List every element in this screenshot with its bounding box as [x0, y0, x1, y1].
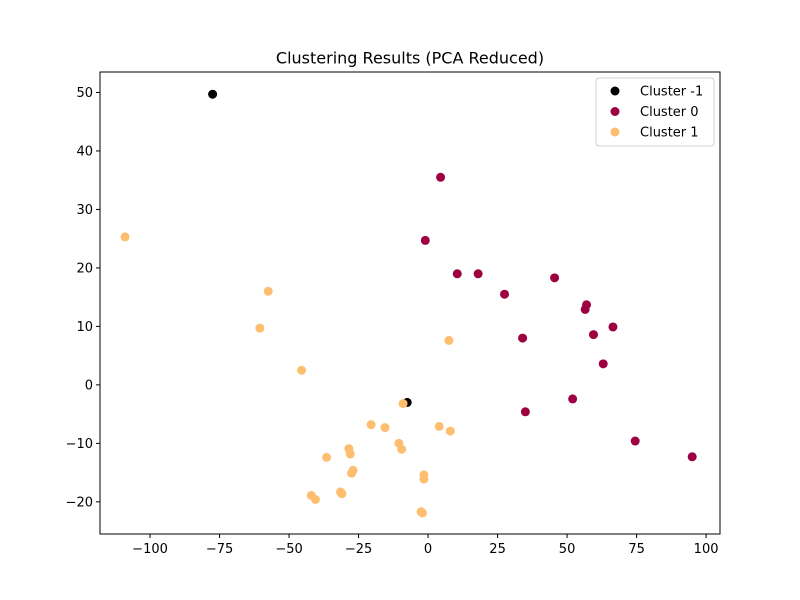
data-point: [347, 468, 357, 478]
y-tick-label: 10: [76, 320, 93, 335]
data-point: [452, 269, 462, 279]
x-tick-label: 50: [559, 542, 576, 557]
data-point: [397, 444, 407, 454]
data-point: [520, 407, 530, 417]
y-tick-label: −10: [66, 437, 93, 452]
data-point: [550, 273, 560, 283]
x-tick-label: 100: [694, 542, 719, 557]
data-point: [345, 449, 355, 459]
legend-marker: [610, 127, 620, 137]
data-point: [436, 172, 446, 182]
legend-box: [595, 77, 715, 147]
data-point: [337, 489, 347, 499]
data-point: [419, 474, 429, 484]
data-point: [500, 289, 510, 299]
data-points: [120, 89, 697, 518]
data-point: [434, 421, 444, 431]
data-point: [366, 420, 376, 430]
data-point: [444, 335, 454, 345]
data-point: [208, 89, 218, 99]
data-point: [297, 365, 307, 375]
data-point: [687, 452, 697, 462]
y-tick-label: −20: [66, 495, 93, 510]
legend-marker: [610, 107, 620, 116]
data-point: [445, 426, 455, 436]
x-tick-label: −100: [132, 542, 168, 557]
data-point: [630, 436, 640, 446]
y-tick-label: 20: [76, 261, 93, 276]
legend: Cluster -1 Cluster 0 Cluster 1: [595, 77, 715, 147]
legend-label: Cluster 0: [640, 105, 699, 120]
legend-label: Cluster -1: [640, 85, 703, 100]
x-tick-label: 25: [489, 542, 506, 557]
x-tick-label: 0: [424, 542, 432, 557]
x-tick-label: −25: [345, 542, 372, 557]
plot-frame: [99, 71, 721, 535]
data-point: [120, 232, 130, 242]
data-point: [580, 304, 590, 314]
data-point: [598, 359, 608, 369]
data-point: [310, 494, 320, 504]
y-tick-label: 40: [76, 144, 93, 159]
x-tick-label: −50: [275, 542, 302, 557]
y-tick-label: 0: [85, 378, 93, 393]
data-point: [263, 286, 273, 296]
data-point: [322, 452, 332, 462]
data-point: [255, 323, 265, 333]
chart-title: Clustering Results (PCA Reduced): [276, 49, 544, 68]
y-tick-label: 50: [76, 86, 93, 101]
data-point: [518, 333, 528, 343]
legend-marker: [610, 86, 620, 96]
data-point: [608, 322, 618, 332]
data-point: [398, 399, 408, 409]
data-point: [380, 423, 390, 433]
data-point: [418, 508, 428, 518]
legend-label: Cluster 1: [640, 126, 699, 141]
data-point: [473, 269, 483, 279]
data-point: [420, 235, 430, 245]
data-point: [588, 330, 598, 340]
data-point: [568, 394, 578, 404]
x-tick-label: −75: [206, 542, 233, 557]
x-tick-label: 75: [628, 542, 645, 557]
y-tick-label: 30: [76, 203, 93, 218]
